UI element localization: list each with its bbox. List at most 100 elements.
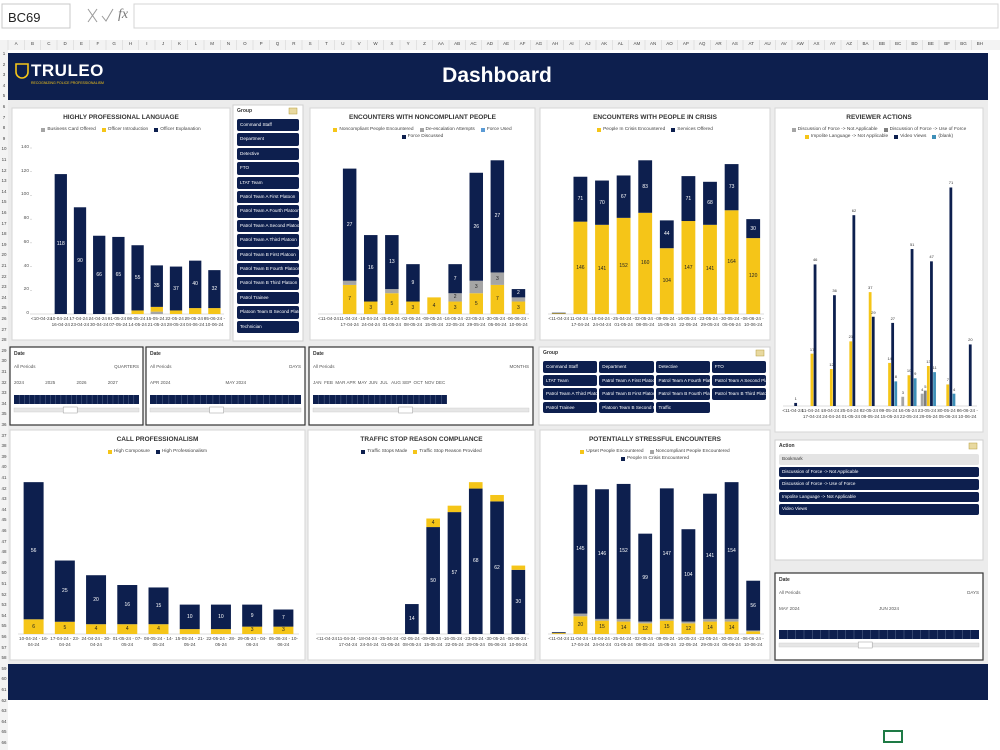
slicer-filter-icon[interactable] bbox=[755, 349, 765, 357]
column-header[interactable]: BH bbox=[976, 41, 983, 46]
row-header[interactable]: 32 bbox=[1, 379, 7, 385]
row-header[interactable]: 56 bbox=[1, 634, 7, 639]
row-header[interactable]: 7 bbox=[2, 114, 6, 120]
row-header[interactable]: 17 bbox=[1, 220, 7, 226]
row-header[interactable]: 47 bbox=[1, 538, 7, 544]
column-header[interactable]: AG bbox=[535, 41, 543, 46]
slicer-item[interactable]: Platoon Team B Second Platoon bbox=[237, 306, 299, 319]
row-header[interactable]: 49 bbox=[1, 559, 7, 565]
column-header[interactable]: B bbox=[30, 41, 34, 46]
slicer-item[interactable]: Patrol Team A First Platoon bbox=[599, 374, 654, 386]
row-header[interactable]: 25 bbox=[1, 305, 7, 311]
row-header[interactable]: 18 bbox=[1, 231, 7, 237]
row-header[interactable]: 1 bbox=[2, 51, 6, 56]
column-header[interactable]: AM bbox=[633, 41, 641, 46]
row-header[interactable]: 53 bbox=[1, 602, 7, 608]
column-header[interactable]: AB bbox=[454, 41, 461, 46]
slicer-item[interactable]: LTAT Team bbox=[237, 176, 299, 189]
slicer-item[interactable]: Patrol Team B Fourth Platoon bbox=[237, 263, 299, 276]
column-header[interactable]: G bbox=[112, 41, 116, 46]
slicer-item[interactable]: Patrol Team B First Platoon bbox=[599, 388, 654, 400]
slicer-item[interactable]: Patrol Team B Fourth Platoon bbox=[655, 388, 710, 400]
row-header[interactable]: 44 bbox=[1, 506, 7, 512]
row-header[interactable]: 21 bbox=[1, 263, 7, 268]
column-header[interactable]: W bbox=[373, 41, 378, 46]
row-header[interactable]: 35 bbox=[1, 411, 7, 417]
column-header[interactable]: BF bbox=[944, 41, 951, 46]
slicer-item[interactable]: Patrol Team A First Platoon bbox=[237, 191, 299, 204]
column-header[interactable]: BA bbox=[862, 41, 869, 46]
column-header[interactable]: AX bbox=[813, 41, 820, 46]
row-header[interactable]: 20 bbox=[1, 252, 7, 258]
cancel-icon[interactable] bbox=[87, 8, 98, 23]
row-header[interactable]: 8 bbox=[2, 125, 6, 131]
column-header[interactable]: L bbox=[194, 41, 198, 46]
function-icon[interactable]: fx bbox=[118, 7, 129, 22]
timeline-scrollbar[interactable] bbox=[312, 407, 530, 413]
row-header[interactable]: 51 bbox=[1, 581, 7, 586]
column-header[interactable]: X bbox=[390, 41, 394, 46]
slicer-item[interactable]: Technician bbox=[237, 320, 299, 333]
row-header[interactable]: 65 bbox=[1, 729, 7, 735]
slicer-filter-icon[interactable] bbox=[288, 107, 298, 115]
slicer-item[interactable]: Command Staff bbox=[543, 361, 598, 373]
timeline-scroll-thumb[interactable] bbox=[209, 406, 224, 414]
column-header[interactable]: AF bbox=[519, 41, 526, 46]
column-header[interactable]: Y bbox=[406, 41, 410, 46]
row-header[interactable]: 24 bbox=[1, 294, 7, 300]
column-header[interactable]: S bbox=[308, 41, 312, 46]
slicer-item[interactable]: Detective bbox=[237, 147, 299, 161]
column-header[interactable]: O bbox=[243, 41, 247, 46]
row-header[interactable]: 43 bbox=[1, 496, 7, 502]
row-header[interactable]: 50 bbox=[1, 570, 7, 576]
column-header[interactable]: R bbox=[292, 41, 296, 46]
column-header[interactable]: U bbox=[341, 41, 345, 46]
row-header[interactable]: 13 bbox=[1, 178, 7, 184]
column-header[interactable]: H bbox=[128, 41, 133, 46]
column-header[interactable]: AA bbox=[437, 41, 444, 46]
formula-input[interactable] bbox=[133, 3, 999, 29]
status-icon[interactable] bbox=[883, 730, 903, 743]
row-header[interactable]: 59 bbox=[1, 665, 7, 671]
row-header[interactable]: 34 bbox=[1, 400, 7, 406]
name-box-frame[interactable] bbox=[1, 3, 71, 29]
row-header[interactable]: 15 bbox=[1, 199, 7, 205]
column-header[interactable]: AI bbox=[569, 41, 574, 46]
column-header[interactable]: AP bbox=[682, 41, 689, 46]
row-header[interactable]: 37 bbox=[1, 432, 7, 438]
column-header[interactable]: AN bbox=[650, 41, 657, 46]
row-header[interactable]: 19 bbox=[1, 241, 7, 247]
row-header[interactable]: 41 bbox=[1, 475, 7, 480]
slicer-item[interactable]: Patrol Team A Second Platoon bbox=[711, 374, 766, 386]
column-header[interactable]: AY bbox=[829, 41, 836, 46]
slicer-item[interactable]: Discussion of Force -> Not Applicable bbox=[779, 466, 979, 477]
column-header[interactable]: AD bbox=[486, 41, 493, 46]
column-header[interactable]: C bbox=[47, 41, 51, 46]
slicer-item[interactable]: Department bbox=[237, 133, 299, 146]
column-header[interactable]: M bbox=[210, 41, 215, 46]
column-header[interactable]: Z bbox=[423, 41, 426, 46]
row-header[interactable]: 39 bbox=[1, 453, 7, 459]
column-header[interactable]: A bbox=[14, 41, 18, 46]
column-header[interactable]: D bbox=[63, 41, 67, 46]
row-header[interactable]: 33 bbox=[1, 390, 7, 396]
row-header[interactable]: 52 bbox=[1, 591, 7, 597]
column-header[interactable]: N bbox=[226, 41, 231, 46]
row-header[interactable]: 54 bbox=[1, 612, 7, 618]
row-header[interactable]: 9 bbox=[2, 135, 6, 141]
column-header[interactable]: AO bbox=[666, 41, 673, 46]
timeline-scrollbar[interactable] bbox=[778, 642, 980, 648]
row-header[interactable]: 62 bbox=[1, 697, 7, 703]
row-header[interactable]: 26 bbox=[1, 316, 7, 321]
slicer-item[interactable]: Platoon Team B Second Pl... bbox=[599, 401, 654, 413]
name-box[interactable]: BC69 bbox=[8, 10, 41, 25]
row-header[interactable]: 23 bbox=[1, 284, 7, 290]
column-header[interactable]: AS bbox=[731, 41, 738, 46]
row-header[interactable]: 60 bbox=[1, 676, 7, 682]
row-header[interactable]: 28 bbox=[1, 337, 7, 343]
slicer-item[interactable]: Discussion of Force -> Use of Force bbox=[779, 479, 979, 490]
row-header[interactable]: 38 bbox=[1, 443, 7, 449]
timeline-scrollbar[interactable] bbox=[149, 407, 302, 413]
slicer-item[interactable]: Impolite Language -> Not Applicable bbox=[779, 491, 979, 502]
column-header[interactable]: BC bbox=[895, 41, 902, 46]
